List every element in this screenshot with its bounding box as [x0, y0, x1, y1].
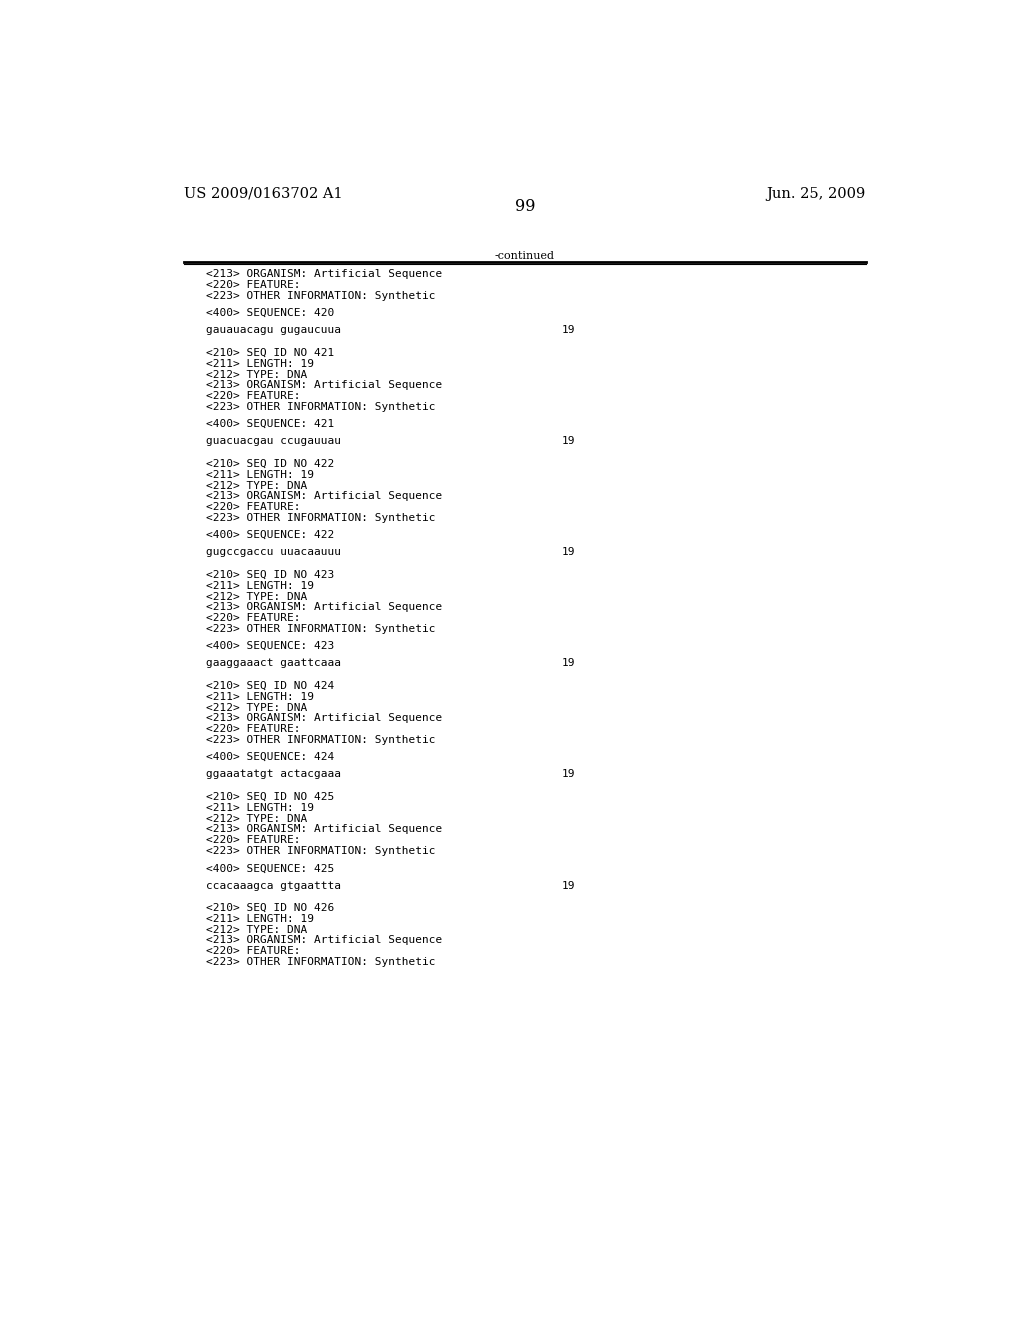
Text: <400> SEQUENCE: 424: <400> SEQUENCE: 424	[206, 752, 334, 762]
Text: <211> LENGTH: 19: <211> LENGTH: 19	[206, 692, 313, 702]
Text: ccacaaagca gtgaattta: ccacaaagca gtgaattta	[206, 880, 341, 891]
Text: <400> SEQUENCE: 421: <400> SEQUENCE: 421	[206, 420, 334, 429]
Text: <212> TYPE: DNA: <212> TYPE: DNA	[206, 591, 307, 602]
Text: 19: 19	[562, 548, 575, 557]
Text: <210> SEQ ID NO 423: <210> SEQ ID NO 423	[206, 570, 334, 579]
Text: <212> TYPE: DNA: <212> TYPE: DNA	[206, 813, 307, 824]
Text: <210> SEQ ID NO 425: <210> SEQ ID NO 425	[206, 792, 334, 803]
Text: <223> OTHER INFORMATION: Synthetic: <223> OTHER INFORMATION: Synthetic	[206, 401, 435, 412]
Text: <211> LENGTH: 19: <211> LENGTH: 19	[206, 359, 313, 368]
Text: <220> FEATURE:: <220> FEATURE:	[206, 614, 300, 623]
Text: <213> ORGANISM: Artificial Sequence: <213> ORGANISM: Artificial Sequence	[206, 713, 441, 723]
Text: <400> SEQUENCE: 425: <400> SEQUENCE: 425	[206, 863, 334, 874]
Text: <211> LENGTH: 19: <211> LENGTH: 19	[206, 803, 313, 813]
Text: <220> FEATURE:: <220> FEATURE:	[206, 280, 300, 290]
Text: <213> ORGANISM: Artificial Sequence: <213> ORGANISM: Artificial Sequence	[206, 380, 441, 391]
Text: <210> SEQ ID NO 421: <210> SEQ ID NO 421	[206, 348, 334, 358]
Text: <212> TYPE: DNA: <212> TYPE: DNA	[206, 702, 307, 713]
Text: <213> ORGANISM: Artificial Sequence: <213> ORGANISM: Artificial Sequence	[206, 269, 441, 280]
Text: <212> TYPE: DNA: <212> TYPE: DNA	[206, 925, 307, 935]
Text: <220> FEATURE:: <220> FEATURE:	[206, 725, 300, 734]
Text: <223> OTHER INFORMATION: Synthetic: <223> OTHER INFORMATION: Synthetic	[206, 846, 435, 855]
Text: <400> SEQUENCE: 420: <400> SEQUENCE: 420	[206, 308, 334, 318]
Text: 19: 19	[562, 437, 575, 446]
Text: <212> TYPE: DNA: <212> TYPE: DNA	[206, 480, 307, 491]
Text: <213> ORGANISM: Artificial Sequence: <213> ORGANISM: Artificial Sequence	[206, 491, 441, 502]
Text: <213> ORGANISM: Artificial Sequence: <213> ORGANISM: Artificial Sequence	[206, 602, 441, 612]
Text: <223> OTHER INFORMATION: Synthetic: <223> OTHER INFORMATION: Synthetic	[206, 624, 435, 634]
Text: guacuacgau ccugauuau: guacuacgau ccugauuau	[206, 437, 341, 446]
Text: <212> TYPE: DNA: <212> TYPE: DNA	[206, 370, 307, 380]
Text: <223> OTHER INFORMATION: Synthetic: <223> OTHER INFORMATION: Synthetic	[206, 290, 435, 301]
Text: gauauacagu gugaucuua: gauauacagu gugaucuua	[206, 325, 341, 335]
Text: <211> LENGTH: 19: <211> LENGTH: 19	[206, 470, 313, 479]
Text: <223> OTHER INFORMATION: Synthetic: <223> OTHER INFORMATION: Synthetic	[206, 513, 435, 523]
Text: -continued: -continued	[495, 251, 555, 261]
Text: <220> FEATURE:: <220> FEATURE:	[206, 391, 300, 401]
Text: <220> FEATURE:: <220> FEATURE:	[206, 946, 300, 956]
Text: <223> OTHER INFORMATION: Synthetic: <223> OTHER INFORMATION: Synthetic	[206, 957, 435, 968]
Text: 19: 19	[562, 770, 575, 780]
Text: <400> SEQUENCE: 423: <400> SEQUENCE: 423	[206, 642, 334, 651]
Text: ggaaatatgt actacgaaa: ggaaatatgt actacgaaa	[206, 770, 341, 780]
Text: <400> SEQUENCE: 422: <400> SEQUENCE: 422	[206, 531, 334, 540]
Text: US 2009/0163702 A1: US 2009/0163702 A1	[183, 187, 342, 201]
Text: <213> ORGANISM: Artificial Sequence: <213> ORGANISM: Artificial Sequence	[206, 936, 441, 945]
Text: Jun. 25, 2009: Jun. 25, 2009	[767, 187, 866, 201]
Text: 19: 19	[562, 659, 575, 668]
Text: <210> SEQ ID NO 426: <210> SEQ ID NO 426	[206, 903, 334, 913]
Text: <211> LENGTH: 19: <211> LENGTH: 19	[206, 913, 313, 924]
Text: <211> LENGTH: 19: <211> LENGTH: 19	[206, 581, 313, 591]
Text: 99: 99	[514, 198, 536, 215]
Text: <210> SEQ ID NO 424: <210> SEQ ID NO 424	[206, 681, 334, 692]
Text: <223> OTHER INFORMATION: Synthetic: <223> OTHER INFORMATION: Synthetic	[206, 735, 435, 744]
Text: <210> SEQ ID NO 422: <210> SEQ ID NO 422	[206, 459, 334, 469]
Text: gugccgaccu uuacaauuu: gugccgaccu uuacaauuu	[206, 548, 341, 557]
Text: 19: 19	[562, 325, 575, 335]
Text: <213> ORGANISM: Artificial Sequence: <213> ORGANISM: Artificial Sequence	[206, 825, 441, 834]
Text: gaaggaaact gaattcaaa: gaaggaaact gaattcaaa	[206, 659, 341, 668]
Text: <220> FEATURE:: <220> FEATURE:	[206, 502, 300, 512]
Text: <220> FEATURE:: <220> FEATURE:	[206, 836, 300, 845]
Text: 19: 19	[562, 880, 575, 891]
